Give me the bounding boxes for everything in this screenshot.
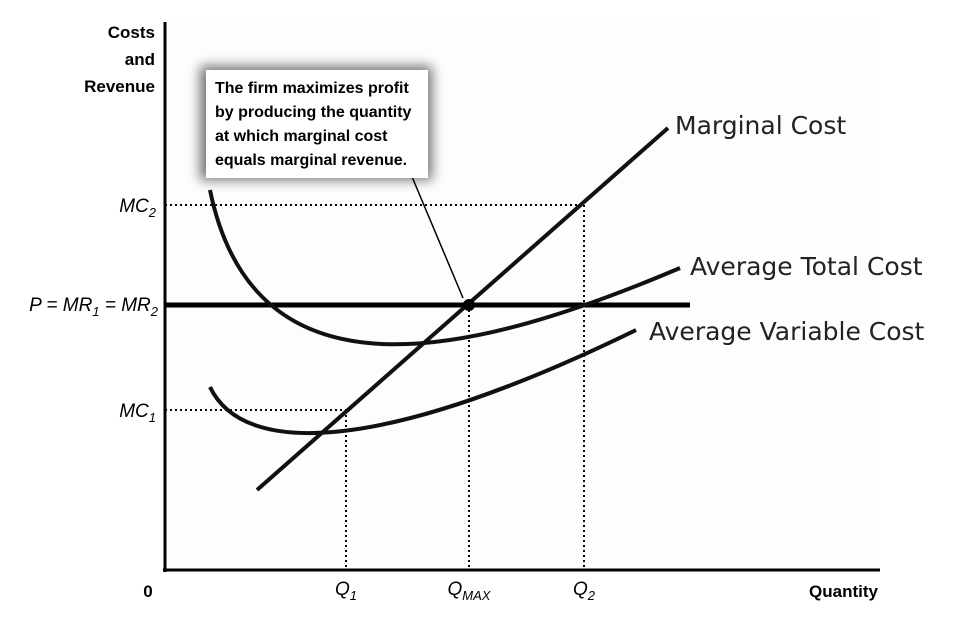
callout-line-1: The firm maximizes profit xyxy=(215,80,409,97)
profit-maximizing-point xyxy=(463,299,475,311)
y-axis-title-line-2: and xyxy=(125,50,155,69)
callout-box xyxy=(206,70,428,178)
average-variable-cost-curve xyxy=(208,328,637,435)
y-tick-price-mr: P = MR1 = MR2 xyxy=(29,295,159,319)
callout-line-4: equals marginal revenue. xyxy=(215,152,407,169)
average-total-cost-curve xyxy=(208,189,681,347)
y-axis-title-line-1: Costs xyxy=(108,23,155,42)
x-axis-title: Quantity xyxy=(809,582,878,601)
marginal-cost-curve xyxy=(255,126,670,492)
callout-line-2: by producing the quantity xyxy=(215,104,412,121)
origin-label: 0 xyxy=(143,582,152,601)
marginal-cost-label: Marginal Cost xyxy=(675,111,846,140)
x-tick-qmax: QMAX xyxy=(448,579,492,603)
average-total-cost-label: Average Total Cost xyxy=(690,252,923,281)
callout-line-3: at which marginal cost xyxy=(215,128,388,145)
x-tick-q1: Q1 xyxy=(335,579,357,603)
x-tick-q2: Q2 xyxy=(573,579,596,603)
y-axis-title-line-3: Revenue xyxy=(84,77,155,96)
average-variable-cost-label: Average Variable Cost xyxy=(649,317,925,346)
y-tick-mc2: MC2 xyxy=(119,196,157,220)
callout-pointer-line xyxy=(409,171,464,299)
y-tick-mc1: MC1 xyxy=(119,401,156,425)
